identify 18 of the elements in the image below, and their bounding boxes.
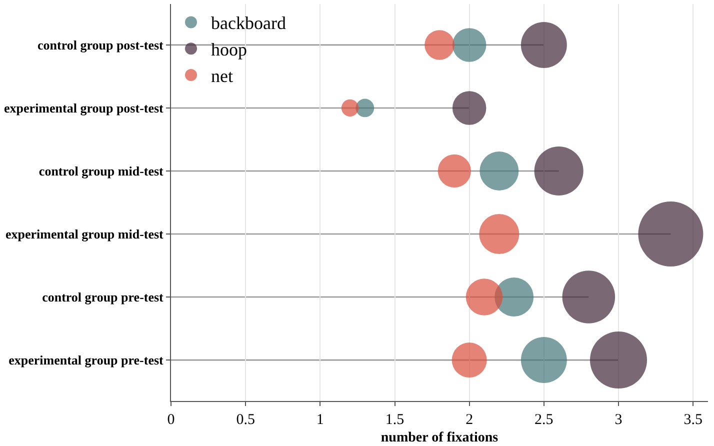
y-tick-label: control group pre-test [42,290,164,305]
y-tick-label: control group mid-test [38,164,164,179]
legend-label: hoop [211,40,247,60]
legend-label: net [211,66,233,86]
y-tick-label: experimental group mid-test [5,226,164,242]
x-axis-title: number of fixations [380,430,499,446]
x-tick-label: 1 [316,412,324,428]
x-tick-label: 0 [167,412,175,428]
x-tick-label: 1.5 [385,412,404,428]
y-tick-label: experimental group post-test [4,100,164,116]
legend-label: backboard [211,13,286,34]
x-tick-label: 2.5 [534,412,554,428]
x-tick-label: 2 [466,412,474,428]
y-tick-label: experimental group pre-test [8,352,164,368]
x-tick-label: 3 [614,412,622,428]
x-tick-label: 3.5 [684,412,702,428]
y-tick-label: control group post-test [37,38,164,53]
x-tick-label: 0.5 [236,412,255,428]
